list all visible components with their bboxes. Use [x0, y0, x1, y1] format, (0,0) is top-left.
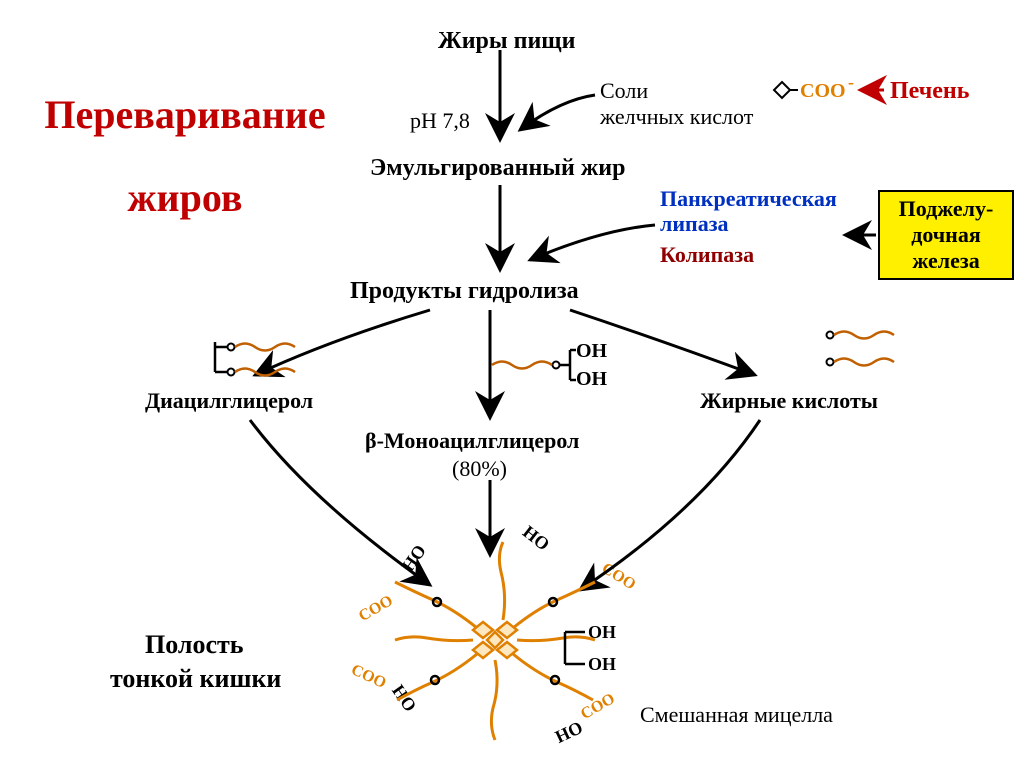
micelle-ho-br: HO: [552, 717, 586, 748]
pancreas-box: Поджелу- дочная железа: [878, 190, 1014, 280]
micelle-ho-tr: HO: [519, 522, 554, 556]
title-line1: Переваривание: [20, 92, 350, 138]
label-emulsified: Эмульгированный жир: [370, 155, 625, 183]
micelle-ho-bl: HO: [388, 681, 421, 716]
label-oh1: OH: [576, 340, 607, 363]
label-bile-salts-1: Соли: [600, 78, 648, 103]
arrow-bile-to-main: [520, 95, 595, 130]
micelle-coo-tl: COO: [356, 592, 397, 626]
label-mag: β-Моноацилглицерол: [365, 428, 579, 453]
label-ph: pH 7,8: [410, 108, 470, 133]
fa-molecule-icon-1: [827, 332, 895, 339]
label-lipase: Панкреатическая липаза: [660, 186, 837, 237]
arrow-hydrolysis-to-dag: [255, 310, 430, 375]
label-coo-minus: -: [848, 72, 854, 93]
label-cavity-1: Полость: [145, 630, 244, 660]
label-fat-food: Жиры пищи: [438, 28, 575, 56]
micelle-oh1: OH: [588, 622, 616, 643]
label-dag: Диацилглицерол: [145, 388, 313, 413]
fa-molecule-icon-2: [827, 359, 895, 366]
pancreas-l2: дочная: [888, 222, 1004, 248]
micelle-coo-tr: COO: [598, 560, 639, 595]
label-cavity-2: тонкой кишки: [110, 664, 281, 694]
diagram-stage: Переваривание жиров Жиры пищи pH 7,8 Сол…: [0, 0, 1024, 767]
mag-molecule-icon: [492, 350, 576, 380]
label-coo: COO: [800, 80, 846, 103]
bile-salt-icon: [774, 82, 798, 98]
pancreas-l1: Поджелу-: [888, 196, 1004, 222]
micelle-icon: [395, 542, 595, 740]
title-line2: жиров: [20, 175, 350, 221]
micelle-oh2: OH: [588, 654, 616, 675]
label-micelle: Смешанная мицелла: [640, 702, 833, 727]
dag-molecule-icon: [215, 342, 295, 376]
arrow-lipase-to-main: [530, 225, 655, 260]
micelle-ho-tl: HO: [398, 541, 431, 576]
micelle-coo-bl: COO: [348, 661, 389, 693]
diagram-title: Переваривание жиров: [20, 55, 350, 257]
micelle-coo-br: COO: [578, 690, 619, 724]
label-oh2: OH: [576, 368, 607, 391]
label-bile-salts-2: желчных кислот: [600, 104, 753, 129]
label-hydrolysis: Продукты гидролиза: [350, 278, 579, 306]
label-colipase: Колипаза: [660, 242, 754, 267]
label-mag-pct: (80%): [452, 456, 507, 481]
label-fa: Жирные кислоты: [700, 388, 878, 413]
pancreas-l3: железа: [888, 248, 1004, 274]
label-liver: Печень: [890, 78, 969, 106]
